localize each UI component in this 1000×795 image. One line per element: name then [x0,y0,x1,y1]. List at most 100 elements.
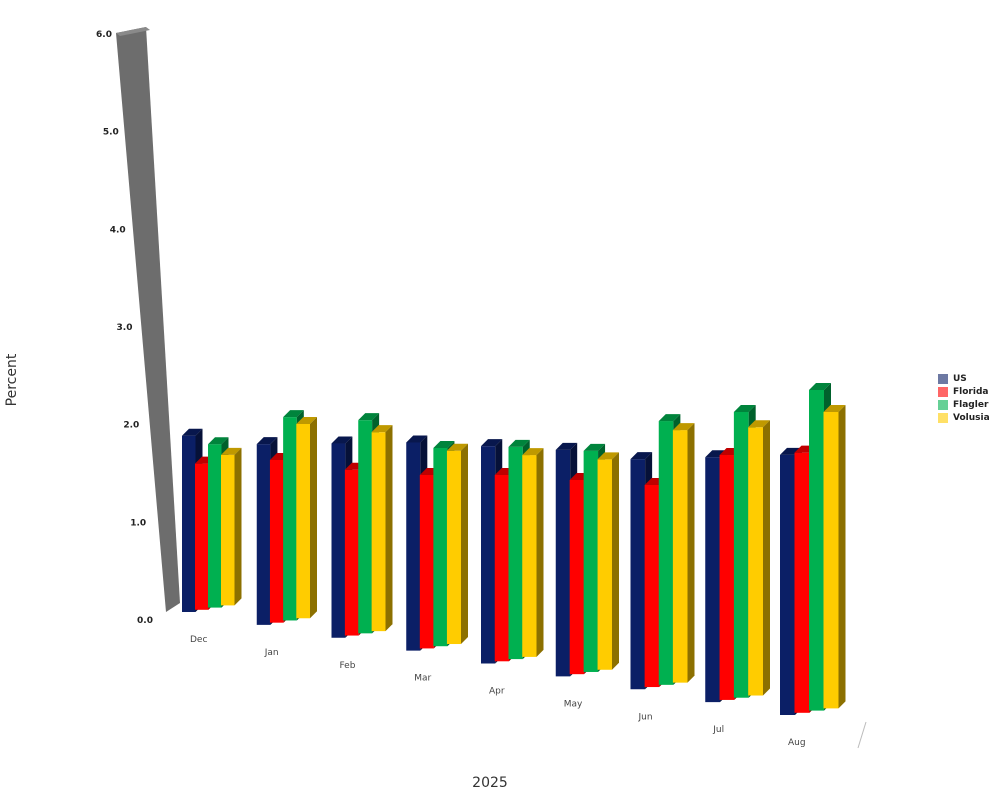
y-tick-label: 2.0 [123,421,139,431]
bar-side-volusia [234,447,242,606]
legend-label-florida: Florida [953,386,989,397]
bar-top-flagler [358,413,380,421]
bar-florida-apr [494,475,509,662]
y-tick-label: 3.0 [117,323,133,333]
bar-us-jan [256,444,271,625]
x-tick-label: Mar [414,674,431,684]
x-tick-label: Feb [340,661,356,671]
bar-top-volusia [748,420,770,428]
bar-top-volusia [371,425,393,433]
bar-top-us [182,428,203,436]
bar-volusia-may [597,459,612,670]
bar-us-dec [182,435,196,612]
bar-side-volusia [461,443,468,645]
bar-top-volusia [823,404,846,412]
axis-back-wall-top [116,27,150,36]
x-tick-label: Jun [638,712,653,722]
bar-side-volusia [385,425,393,632]
legend: US Florida Flagler Volusia [938,372,990,424]
bar-florida-may [569,480,585,675]
bar-side-volusia [763,420,770,696]
legend-item-volusia[interactable]: Volusia [938,411,990,424]
legend-item-florida[interactable]: Florida [938,385,990,398]
legend-label-flagler: Flagler [953,399,989,410]
bar-volusia-feb [371,432,386,632]
x-tick-label: Apr [489,687,505,697]
category-group-jul [705,404,770,703]
bar-flagler-jan [283,417,297,621]
bar-top-volusia [446,443,468,451]
bar-florida-dec [195,463,209,610]
bar-us-may [555,449,571,677]
bar-volusia-dec [221,454,235,606]
bar-florida-jul [719,455,735,700]
bar-top-flagler [583,443,606,451]
bar-top-flagler [809,382,831,390]
bar-top-flagler [433,440,455,448]
bar-us-jun [630,459,646,690]
bar-volusia-aug [823,411,839,709]
bar-top-flagler [283,410,304,418]
bar-flagler-aug [809,389,824,711]
bar-side-volusia [536,448,544,657]
y-tick-label: 5.0 [103,128,119,138]
bar-florida-jan [269,460,284,623]
bar-flagler-apr [508,446,523,660]
category-group-aug [780,382,846,715]
bar-top-us [406,435,428,443]
legend-item-us[interactable]: US [938,372,990,385]
bar-top-volusia [296,416,317,424]
bar-florida-jun [644,485,660,688]
bar-volusia-jun [672,430,688,683]
bar-top-flagler [508,439,530,447]
bar-top-us [256,437,278,445]
bar-top-volusia [597,452,619,460]
bar-top-us [630,452,653,460]
axis-back-wall [116,27,180,612]
y-axis-label: Percent [4,353,20,407]
category-group-dec [182,428,242,612]
bar-flagler-mar [433,447,448,647]
bar-flagler-feb [358,420,373,634]
bar-flagler-jun [658,421,674,685]
legend-swatch-florida [938,386,948,397]
bar-volusia-mar [446,450,461,645]
bar-side-volusia [612,452,619,670]
bar-side-volusia [310,416,317,619]
bar-volusia-jul [748,427,763,696]
bar-flagler-jul [733,411,749,698]
category-group-jan [256,410,317,625]
bar-top-us [331,436,353,444]
legend-swatch-volusia [938,412,948,423]
bar-top-volusia [221,447,242,455]
bar-us-jul [705,457,721,703]
category-group-mar [406,435,468,651]
bar-flagler-may [583,450,599,672]
y-tick-label: 0.0 [137,616,153,626]
bar-side-volusia [838,404,846,709]
bar-top-us [481,439,503,447]
bar-us-aug [780,454,795,715]
y-tick-label: 4.0 [110,225,126,235]
bar-top-volusia [522,448,544,456]
category-group-apr [481,439,544,664]
bar-top-flagler [733,404,756,412]
legend-label-volusia: Volusia [953,412,990,423]
bar-top-flagler [208,437,229,445]
legend-swatch-flagler [938,399,948,410]
y-tick-label: 6.0 [96,30,112,40]
category-group-may [555,442,619,677]
legend-swatch-us [938,373,948,384]
bar-volusia-jan [296,423,310,619]
bar-florida-feb [344,469,359,636]
x-tick-label: May [564,699,583,709]
y-tick-label: 1.0 [130,518,146,528]
bar-us-feb [331,443,346,638]
x-tick-label: Dec [190,635,207,645]
bar-us-apr [481,446,496,664]
bar-flagler-dec [208,444,222,608]
bar-side-volusia [687,423,695,683]
bar-florida-aug [794,452,810,713]
legend-item-flagler[interactable]: Flagler [938,398,990,411]
